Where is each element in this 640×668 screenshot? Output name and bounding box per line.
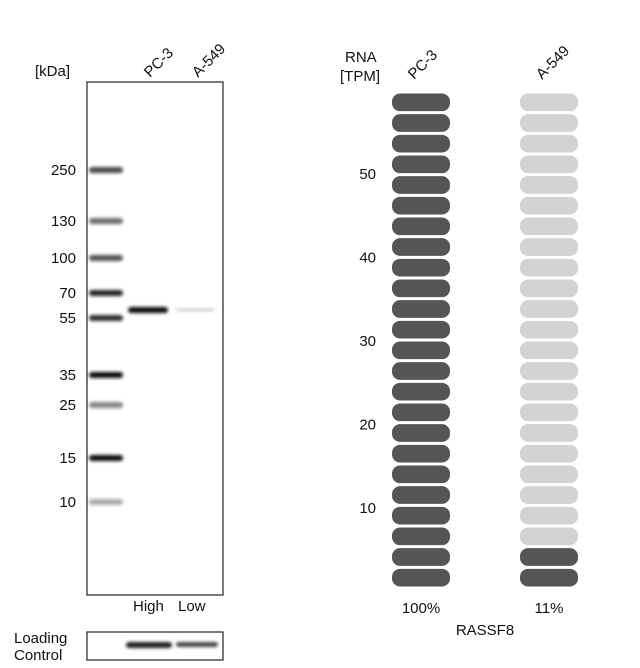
rna-pill — [520, 527, 578, 546]
dynamic: PC-3 A-549 250 130 100 70 55 35 25 15 10 10 20 30 40 50… — [51, 41, 578, 648]
sample-label: A-549 — [533, 43, 573, 83]
rna-pill — [520, 93, 578, 112]
loading-band — [176, 642, 218, 647]
rna-pill — [392, 506, 450, 525]
marker-band — [89, 290, 123, 296]
rna-pill — [392, 114, 450, 132]
rna-pill — [392, 403, 450, 422]
unit-label: [kDa] — [35, 63, 70, 80]
marker-band — [89, 402, 123, 408]
rna-pill — [392, 134, 450, 153]
rna-pill — [520, 568, 578, 587]
marker-label: 10 — [59, 494, 76, 511]
rna-pill — [392, 424, 450, 442]
rna-pill — [520, 300, 578, 318]
marker-label: 25 — [59, 397, 76, 414]
rna-pill — [520, 382, 578, 401]
loading-label: Loading — [14, 630, 67, 647]
marker-band — [89, 499, 123, 505]
y-tick-label: 20 — [359, 417, 376, 434]
rna-pill — [392, 176, 450, 194]
marker-label: 130 — [51, 213, 76, 230]
rna-pill — [392, 382, 450, 401]
protein-band — [128, 307, 168, 313]
lane-level: Low — [178, 598, 206, 615]
lane-label: PC-3 — [141, 45, 177, 81]
y-tick-label: 40 — [359, 250, 376, 267]
rna-pill — [392, 196, 450, 215]
marker-band — [89, 455, 123, 461]
rna-pill — [520, 486, 578, 504]
rna-pill — [392, 527, 450, 546]
loading-label: Control — [14, 647, 62, 663]
rna-pill — [392, 300, 450, 318]
rna-pill — [520, 403, 578, 422]
rna-pill — [392, 548, 450, 566]
rna-pill — [520, 506, 578, 525]
marker-band — [89, 372, 123, 378]
marker-label: 100 — [51, 250, 76, 267]
marker-band — [89, 255, 123, 261]
marker-band — [89, 315, 123, 321]
marker-label: 55 — [59, 310, 76, 327]
rna-pill — [392, 217, 450, 236]
rna-pill — [392, 465, 450, 484]
rna-header: RNA — [345, 49, 377, 66]
lane-label: A-549 — [189, 41, 229, 81]
rna-pill — [520, 176, 578, 194]
y-tick-label: 10 — [359, 500, 376, 517]
rna-pill — [520, 424, 578, 442]
protein-band — [176, 309, 214, 311]
rna-pill — [520, 258, 578, 277]
rna-pill — [392, 444, 450, 463]
marker-band — [89, 167, 123, 173]
rna-pill — [392, 93, 450, 112]
rna-pill — [392, 320, 450, 339]
sample-label: PC-3 — [405, 47, 441, 83]
rna-pill — [520, 196, 578, 215]
rna-pill — [392, 486, 450, 504]
marker-label: 70 — [59, 285, 76, 302]
rna-pill — [520, 362, 578, 380]
rna-pill — [392, 362, 450, 380]
rna-pill — [520, 341, 578, 360]
percent-label: 11% — [535, 600, 564, 617]
marker-label: 15 — [59, 450, 76, 467]
rna-header: [TPM] — [340, 68, 380, 85]
rna-pill — [392, 279, 450, 298]
loading-band — [126, 642, 172, 648]
rna-pill — [392, 258, 450, 277]
rna-pill — [520, 155, 578, 174]
rna-pill — [520, 465, 578, 484]
y-tick-label: 30 — [359, 333, 376, 350]
rna-pill — [520, 238, 578, 256]
blot-frame — [86, 81, 224, 596]
rna-pill — [392, 238, 450, 256]
lane-level: High — [133, 598, 164, 615]
rna-pill — [520, 134, 578, 153]
rna-pill — [520, 444, 578, 463]
rna-pill — [520, 548, 578, 566]
rna-pill — [520, 279, 578, 298]
rna-pill — [392, 155, 450, 174]
y-tick-label: 50 — [359, 166, 376, 183]
rna-pill — [520, 217, 578, 236]
gene-label: RASSF8 — [456, 622, 514, 639]
marker-label: 35 — [59, 367, 76, 384]
rna-pill — [520, 320, 578, 339]
marker-label: 250 — [51, 162, 76, 179]
percent-label: 100% — [402, 600, 440, 617]
rna-pill — [520, 114, 578, 132]
marker-band — [89, 218, 123, 224]
rna-pill — [392, 568, 450, 587]
rna-pill — [392, 341, 450, 360]
